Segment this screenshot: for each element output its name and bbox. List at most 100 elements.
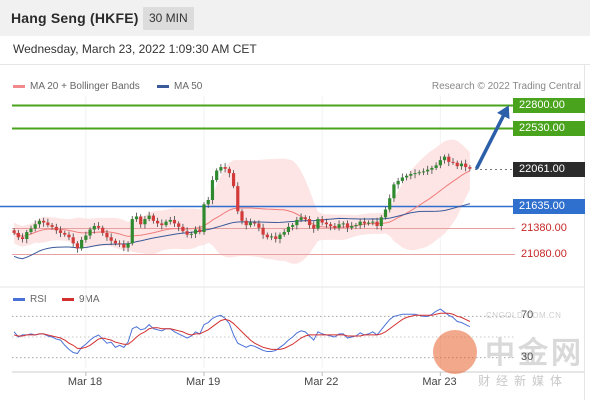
- timeframe-button[interactable]: 30 MIN: [143, 7, 194, 30]
- candle-body: [88, 229, 92, 236]
- candle-body: [459, 163, 464, 167]
- x-tick-label: Mar 22: [304, 376, 339, 388]
- candle: [210, 176, 215, 205]
- candle: [468, 164, 472, 171]
- candle-body: [147, 215, 151, 220]
- candle-body: [71, 237, 75, 244]
- candle-body: [341, 223, 345, 225]
- candle-body: [75, 243, 80, 249]
- candle: [67, 231, 71, 241]
- level-tag-support: 21080.00: [521, 247, 567, 260]
- candle-body: [324, 222, 329, 225]
- candle-body: [329, 224, 333, 226]
- candle: [278, 232, 282, 244]
- candle-body: [155, 220, 160, 224]
- bollinger-band-fill: [14, 139, 470, 264]
- candle: [80, 236, 84, 251]
- candle-body: [447, 156, 451, 162]
- candle: [324, 218, 329, 228]
- forecast-arrow-head: [497, 105, 510, 120]
- candle-body: [375, 221, 379, 226]
- x-tick-label: Mar 19: [186, 376, 221, 388]
- candle: [113, 238, 117, 246]
- legend-label-ma50: MA 50: [174, 81, 203, 92]
- candle: [316, 216, 320, 231]
- candle-body: [265, 234, 269, 238]
- candle: [181, 223, 185, 234]
- candle-body: [404, 175, 409, 178]
- candle: [151, 213, 155, 224]
- candle: [396, 177, 400, 189]
- candle: [96, 222, 101, 230]
- candle: [447, 153, 451, 167]
- candle-body: [248, 222, 253, 226]
- candle: [274, 232, 278, 243]
- candle: [248, 218, 253, 228]
- candle: [223, 163, 227, 173]
- candle-body: [303, 217, 307, 220]
- candle-body: [33, 224, 37, 229]
- candle-body: [362, 221, 366, 224]
- candle: [269, 233, 274, 241]
- level-tag-pivot: 21635.00: [513, 199, 585, 214]
- candle: [307, 216, 312, 229]
- level-tag-resistance: 22530.00: [513, 121, 585, 136]
- candle-body: [189, 233, 193, 235]
- candle-body: [177, 223, 181, 227]
- candlesticks: [12, 153, 472, 253]
- candle: [75, 241, 80, 253]
- candle-body: [392, 184, 396, 199]
- candle-body: [253, 222, 257, 224]
- candle: [29, 225, 33, 235]
- legend-swatch-rsi-ma: [62, 298, 74, 301]
- legend-label-rsi: RSI: [30, 294, 47, 305]
- candle: [358, 218, 362, 229]
- candle-body: [223, 167, 227, 169]
- candle: [337, 220, 341, 231]
- candle: [130, 216, 134, 246]
- instrument-title: Hang Seng (HKFE): [11, 10, 139, 26]
- candle-body: [139, 216, 143, 225]
- candle-body: [219, 167, 223, 171]
- candle: [134, 212, 139, 222]
- candle-body: [316, 219, 320, 229]
- watermark-url: CNGOLD.COM.CN: [486, 311, 562, 320]
- candle-body: [442, 156, 447, 161]
- candle: [118, 240, 122, 248]
- candle-body: [337, 224, 341, 228]
- forecast-arrow-shaft: [475, 108, 508, 170]
- candle: [71, 233, 75, 247]
- forecast-arrow: [475, 105, 510, 170]
- candle: [459, 160, 464, 170]
- candle-body: [430, 167, 434, 170]
- level-tag-resistance: 22800.00: [513, 98, 585, 113]
- candle-body: [143, 219, 147, 225]
- level-tag-last: 22061.00: [513, 162, 585, 177]
- candle-body: [63, 232, 67, 235]
- candle-body: [367, 222, 371, 224]
- legend-rsi: RSI: [13, 294, 47, 305]
- watermark: CNGOLD.COM.CN 中金网 财经新媒体: [430, 311, 590, 400]
- candle-body: [126, 243, 130, 248]
- candle-body: [92, 226, 96, 230]
- candle-body: [455, 162, 459, 167]
- candle: [362, 217, 366, 228]
- rsi-tick-label: 30: [521, 350, 534, 363]
- candle: [122, 240, 126, 252]
- candle-body: [58, 230, 63, 233]
- candle: [215, 168, 219, 183]
- candle: [236, 182, 240, 215]
- candle: [286, 222, 291, 235]
- legend-swatch-rsi: [13, 298, 25, 301]
- legend-bollinger: MA 20 + Bollinger Bands: [13, 81, 140, 92]
- candle: [193, 226, 198, 239]
- candle: [295, 216, 299, 230]
- candle: [367, 220, 371, 226]
- candle: [227, 166, 231, 178]
- candle: [299, 213, 303, 223]
- candle: [46, 218, 50, 228]
- legend-ma50: MA 50: [157, 81, 202, 92]
- candle-body: [227, 168, 231, 174]
- candle: [189, 231, 193, 239]
- candle: [417, 170, 421, 176]
